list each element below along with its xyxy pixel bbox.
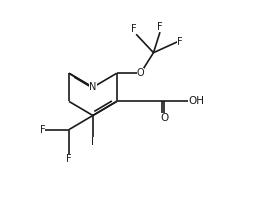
Text: F: F (66, 155, 72, 165)
Text: O: O (160, 113, 169, 123)
Text: F: F (157, 22, 163, 32)
Text: I: I (91, 137, 94, 147)
Text: F: F (131, 24, 136, 34)
Text: N: N (89, 82, 96, 92)
Text: O: O (137, 68, 144, 78)
Text: F: F (40, 124, 45, 135)
Text: F: F (177, 37, 183, 47)
Text: OH: OH (188, 96, 204, 106)
